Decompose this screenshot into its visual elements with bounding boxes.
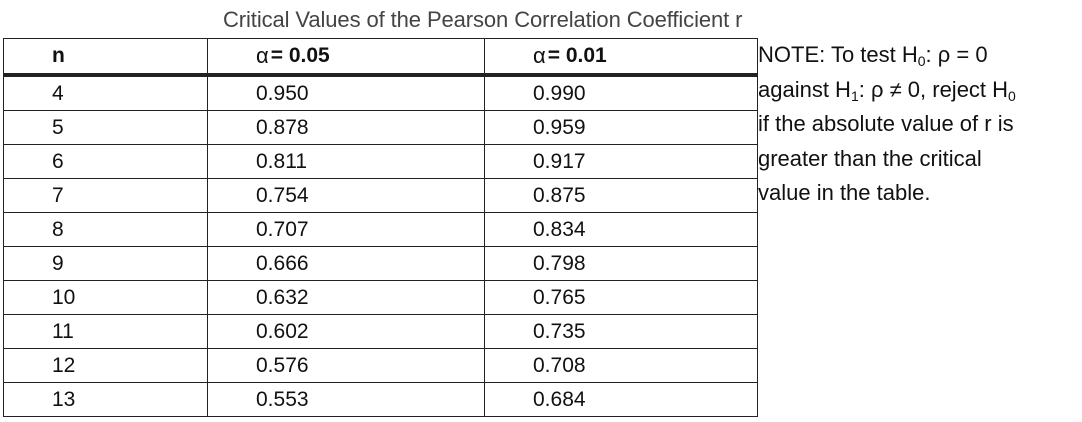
note-line-3: if the absolute value of r is	[758, 111, 1014, 136]
cell-n: 9	[4, 247, 208, 280]
alpha-symbol: α	[256, 43, 269, 68]
table-row: 12 0.576 0.708	[4, 349, 757, 383]
note-line-5: value in the table.	[758, 180, 931, 205]
cell-alpha-001: 0.990	[533, 81, 586, 105]
header-alpha-001-value: = 0.01	[547, 44, 607, 67]
cell-alpha-005: 0.878	[208, 111, 485, 144]
note-subscript: 0	[1008, 87, 1016, 104]
note-line-1-suffix: : ρ = 0	[925, 42, 988, 67]
cell-alpha-001: 0.875	[533, 183, 586, 207]
cell-n: 13	[4, 383, 208, 416]
note-text: NOTE: To test H0: ρ = 0 against H1: ρ ≠ …	[758, 38, 1078, 211]
cell-n: 8	[4, 213, 208, 246]
cell-alpha-001: 0.684	[533, 387, 586, 411]
note-subscript: 1	[850, 87, 859, 104]
table-row: 7 0.754 0.875	[4, 179, 757, 213]
cell-alpha-005: 0.666	[208, 247, 485, 280]
table-row: 6 0.811 0.917	[4, 145, 757, 179]
cell-alpha-005: 0.602	[208, 315, 485, 348]
table-row: 13 0.553 0.684	[4, 383, 757, 417]
cell-alpha-001: 0.708	[533, 353, 586, 377]
note-line-2-prefix: against H	[758, 76, 851, 102]
cell-alpha-001: 0.735	[533, 319, 586, 343]
cell-n: 4	[4, 77, 208, 110]
cell-alpha-005: 0.950	[208, 77, 485, 110]
note-subscript: 0	[917, 53, 926, 69]
note-line-2-mid: : ρ ≠ 0, reject H	[858, 76, 1009, 102]
cell-n: 5	[4, 111, 208, 144]
table-row: 10 0.632 0.765	[4, 281, 757, 315]
table-header-row: n α = 0.05 α = 0.01	[4, 39, 757, 77]
cell-n: 11	[4, 315, 208, 348]
cell-alpha-001: 0.798	[533, 251, 586, 275]
cell-alpha-005: 0.576	[208, 349, 485, 382]
cell-alpha-005: 0.811	[208, 145, 485, 178]
header-n: n	[4, 39, 208, 73]
cell-alpha-005: 0.553	[208, 383, 485, 416]
cell-alpha-001: 0.834	[533, 217, 586, 241]
cell-n: 6	[4, 145, 208, 178]
cell-alpha-005: 0.707	[208, 213, 485, 246]
table-row: 5 0.878 0.959	[4, 111, 757, 145]
note-line-1: NOTE: To test H0: ρ = 0	[758, 38, 1078, 73]
note-line-4: greater than the critical	[758, 145, 982, 171]
table-row: 9 0.666 0.798	[4, 247, 757, 281]
table-title: Critical Values of the Pearson Correlati…	[223, 7, 743, 32]
cell-n: 7	[4, 179, 208, 212]
cell-alpha-001: 0.917	[533, 149, 586, 173]
table-row: 8 0.707 0.834	[4, 213, 757, 247]
cell-alpha-001: 0.765	[533, 285, 586, 309]
critical-values-table: n α = 0.05 α = 0.01 4 0.950 0.990 5 0.878 0.959…	[3, 38, 758, 417]
cell-alpha-005: 0.632	[208, 281, 485, 314]
note-line-2: against H1: ρ ≠ 0, reject H0	[758, 73, 1078, 108]
cell-alpha-005: 0.754	[208, 179, 485, 212]
cell-n: 12	[4, 349, 208, 382]
header-alpha-005-value: = 0.05	[270, 44, 330, 67]
header-alpha-001: α = 0.01	[485, 39, 755, 73]
cell-alpha-001: 0.959	[533, 115, 586, 139]
alpha-symbol: α	[533, 43, 546, 68]
cell-n: 10	[4, 281, 208, 314]
table-row: 11 0.602 0.735	[4, 315, 757, 349]
note-line-1-prefix: NOTE: To test H	[758, 42, 918, 67]
header-alpha-005: α = 0.05	[208, 39, 485, 73]
table-row: 4 0.950 0.990	[4, 77, 757, 111]
